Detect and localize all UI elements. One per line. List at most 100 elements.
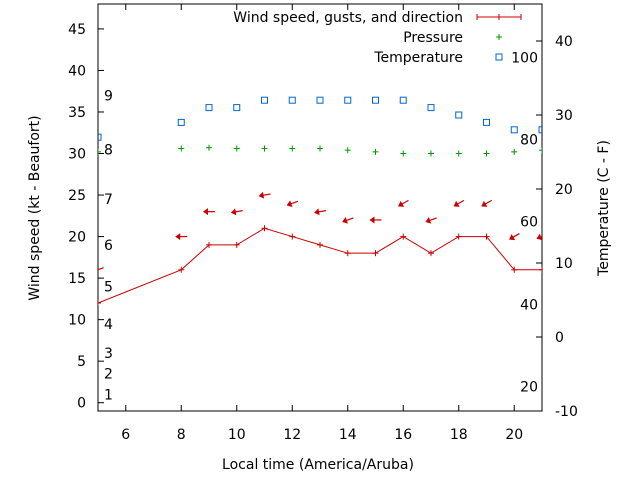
pressure-point: [206, 144, 212, 151]
temperature-point: [538, 126, 542, 134]
wind-gust-arrow: [509, 233, 520, 241]
y-tick-label: 45: [68, 22, 86, 38]
wind-speed-point: [539, 266, 542, 273]
beaufort-label: 2: [104, 367, 113, 383]
wind-gust-arrow: [98, 266, 104, 274]
x-tick-label: 20: [505, 427, 523, 443]
wind-gust-arrow: [203, 208, 215, 216]
wind-gust-arrow: [536, 233, 542, 241]
x-tick-label: 14: [339, 427, 357, 443]
wind-gust-arrow: [369, 216, 382, 224]
pressure-point: [98, 148, 101, 155]
x-tick-label: 16: [394, 427, 412, 443]
pressure-point: [372, 148, 379, 155]
beaufort-label: 6: [104, 238, 113, 254]
x-axis-ticks: 6 8 10 12 14 16 18 20: [121, 4, 523, 443]
y-tick-label: 5: [77, 354, 86, 370]
pressure-point: [178, 145, 185, 152]
wind-gust-arrow-head: [203, 208, 208, 216]
wind-speed-point: [400, 233, 407, 240]
temperature-point: [288, 96, 296, 104]
temperature-point: [372, 96, 379, 104]
wind-gust-arrow: [342, 217, 354, 224]
wind-gust-arrow-head: [342, 217, 349, 224]
wind-gust-arrow: [425, 217, 437, 224]
pressure-point: [344, 147, 351, 154]
pressure-point: [511, 148, 518, 155]
fahrenheit-label: 20: [520, 380, 538, 396]
x-tick-label: 12: [283, 427, 301, 443]
temperature-point: [510, 126, 518, 134]
y2-tick-label: 40: [555, 34, 573, 50]
plot-area: [98, 96, 542, 307]
wind-gust-arrow-head: [258, 191, 265, 199]
wind-speed-point: [206, 241, 212, 248]
wind-gust-arrow-head: [98, 266, 99, 274]
fahrenheit-label: 100: [511, 50, 538, 66]
y-axis-label: Wind speed (kt - Beaufort): [27, 115, 43, 300]
x-tick-label: 10: [228, 427, 246, 443]
wind-gust-arrow: [481, 199, 492, 207]
y-tick-label: 40: [68, 63, 86, 79]
pressure-point: [261, 145, 268, 152]
wind-speed-point: [289, 233, 296, 240]
wind-gust-arrow-head: [398, 200, 405, 207]
temperature-point: [261, 96, 268, 104]
x-tick-label: 6: [121, 427, 130, 443]
wind-speed-point: [428, 250, 434, 257]
y2-tick-label: 10: [555, 256, 573, 272]
temperature-point: [399, 96, 407, 104]
y-tick-label: 20: [68, 230, 86, 246]
legend-label: Temperature: [373, 50, 463, 66]
pressure-point: [455, 150, 462, 157]
wind-gust-arrow: [175, 233, 188, 241]
series-layer: [98, 96, 542, 307]
legend-label: Pressure: [403, 30, 463, 46]
wind-gust-arrow: [453, 199, 465, 207]
wind-speed-line: [98, 227, 542, 304]
wind-gust-arrow-shaft: [98, 267, 104, 273]
wind-gust-arrow-head: [481, 200, 488, 207]
beaufort-label: 5: [104, 279, 113, 295]
pressure-point: [400, 150, 407, 157]
wind-gust-arrow-head: [425, 217, 432, 224]
wind-gust-arrow-head: [453, 200, 460, 207]
fahrenheit-label: 60: [520, 215, 538, 231]
wind-gust-arrow-head: [509, 234, 516, 241]
x-axis-label: Local time (America/Aruba): [222, 457, 414, 473]
wind-speed-point: [511, 266, 518, 273]
legend-label: Wind speed, gusts, and direction: [233, 10, 463, 26]
y-tick-label: 0: [77, 396, 86, 412]
y-tick-label: 35: [68, 105, 86, 121]
temperature-point: [233, 104, 241, 112]
pressure-point: [483, 150, 490, 157]
beaufort-label: 3: [104, 346, 113, 362]
x-tick-label: 8: [177, 427, 186, 443]
wind-speed-point: [178, 266, 185, 273]
wind-gust-arrow-head: [286, 200, 293, 207]
y2-axis-ticks: -10 0 10 20 30 40: [536, 34, 578, 420]
wind-speed-point: [455, 233, 462, 240]
y2-tick-label: 0: [555, 330, 564, 346]
plot-frame: [97, 3, 543, 412]
temperature-point: [427, 104, 435, 112]
legend: Wind speed, gusts, and direction Pressure…: [233, 10, 522, 66]
y2-axis-label: Temperature (C - F): [596, 140, 612, 277]
temperature-point: [98, 133, 102, 141]
y-axis-ticks: 0 5 10 15 20 25 30 35 40 45: [68, 22, 104, 412]
legend-plus: [496, 34, 502, 40]
wind-speed-point: [372, 250, 379, 257]
beaufort-label: 7: [104, 192, 113, 208]
fahrenheit-label: 40: [520, 297, 538, 313]
y-tick-label: 15: [68, 271, 86, 287]
temperature-point: [316, 96, 324, 104]
wind-gust-arrow: [230, 208, 243, 216]
beaufort-scale-labels: 1 2 3 4 5 6 7 8 9: [104, 88, 113, 403]
y2-tick-label: 20: [555, 182, 573, 198]
wind-speed-point: [344, 250, 351, 257]
pressure-point: [289, 145, 296, 152]
beaufort-label: 1: [104, 387, 113, 403]
pressure-point: [233, 145, 240, 152]
y2-tick-label: -10: [555, 404, 578, 420]
wind-gust-arrow: [314, 208, 327, 216]
